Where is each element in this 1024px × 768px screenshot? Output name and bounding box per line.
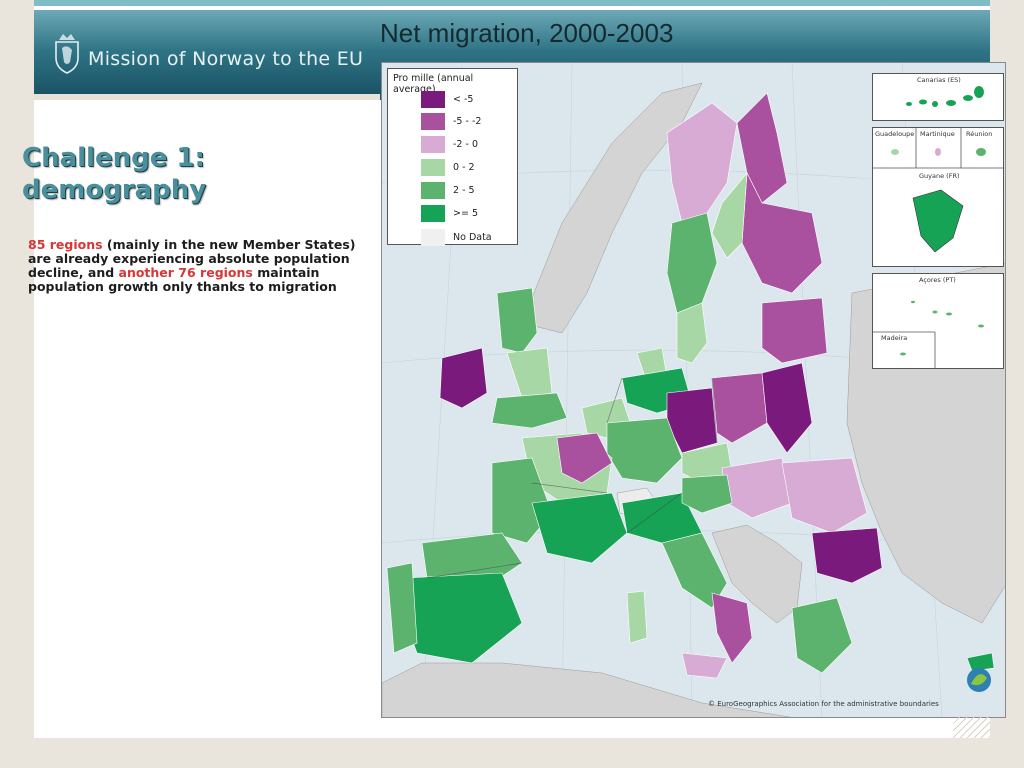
north-africa — [382, 662, 792, 717]
heading-line-2: demography — [22, 175, 207, 205]
mission-brand: Mission of Norway to the EU — [88, 48, 364, 70]
overseas-territories — [873, 128, 1003, 253]
map-title: Net migration, 2000-2003 — [380, 18, 674, 48]
highlight-85-regions: 85 regions — [28, 237, 103, 252]
footer-decoration — [953, 716, 990, 738]
region-spain-north — [421, 532, 523, 584]
map-legend: Pro mille (annual average) < -5 -5 - -2 … — [387, 68, 518, 246]
legend-item: No Data — [421, 229, 492, 246]
region-finland-south — [741, 171, 823, 294]
body-text-part-1: (mainly in the new Member States) are al… — [28, 237, 356, 280]
region-france-south — [531, 492, 628, 564]
region-poland-west — [711, 372, 768, 444]
migration-map: Pro mille (annual average) < -5 -5 - -2 … — [381, 62, 1006, 718]
norway-coat-of-arms-icon — [55, 34, 79, 74]
canarias-islands — [906, 86, 984, 107]
legend-label: 2 - 5 — [453, 185, 475, 196]
body-text-part-2: maintain population growth only thanks t… — [28, 265, 337, 294]
inset-label: Guadeloupe — [875, 130, 915, 138]
region-greece — [791, 597, 853, 674]
heading-line-1: Challenge 1: — [22, 143, 205, 173]
legend-label: 0 - 2 — [453, 162, 475, 173]
legend-swatch — [421, 205, 445, 222]
legend-item: >= 5 — [421, 205, 478, 222]
legend-title: Pro mille (annual average) — [393, 73, 474, 95]
legend-swatch — [421, 182, 445, 199]
legend-swatch — [421, 113, 445, 130]
legend-label: No Data — [453, 232, 492, 243]
region-cyprus — [966, 652, 995, 672]
header-divider — [34, 94, 380, 100]
inset-label: Açores (PT) — [919, 276, 956, 284]
acores-madeira-islands — [873, 300, 984, 368]
region-france-east — [556, 432, 613, 484]
region-baltics — [761, 297, 828, 364]
region-austria-slovenia — [681, 474, 733, 514]
legend-item: 2 - 5 — [421, 182, 475, 199]
top-stripe — [34, 0, 990, 6]
slide-body-text: 85 regions (mainly in the new Member Sta… — [28, 238, 358, 294]
highlight-76-regions: another 76 regions — [118, 265, 253, 280]
region-bulgaria — [811, 527, 883, 584]
region-romania — [781, 457, 868, 534]
legend-swatch — [421, 91, 445, 108]
region-scotland — [496, 287, 538, 354]
inset-acores-madeira: Açores (PT) Madeira — [872, 273, 1004, 369]
region-ireland — [439, 347, 488, 409]
region-sweden-south — [676, 302, 708, 364]
inset-canarias: Canarias (ES) — [872, 73, 1004, 121]
legend-item: 0 - 2 — [421, 159, 475, 176]
region-portugal — [386, 562, 418, 654]
legend-label: -5 - -2 — [453, 116, 482, 127]
legend-item: -2 - 0 — [421, 136, 478, 153]
slide-heading: Challenge 1: demography — [22, 142, 206, 206]
inset-label: Martinique — [920, 130, 955, 138]
map-copyright: © EuroGeographics Association for the ad… — [708, 700, 939, 708]
legend-label: < -5 — [453, 94, 474, 105]
legend-label: -2 - 0 — [453, 139, 478, 150]
inset-label: Madeira — [881, 334, 908, 342]
inset-label: Guyane (FR) — [919, 172, 960, 180]
legend-swatch — [421, 229, 445, 246]
region-finland-west — [711, 172, 748, 259]
region-england-north — [506, 347, 553, 399]
inset-label: Canarias (ES) — [917, 76, 961, 84]
legend-swatch — [421, 136, 445, 153]
legend-label: >= 5 — [453, 208, 478, 219]
inset-overseas: Guadeloupe Martinique Réunion Guyane (FR… — [872, 127, 1004, 267]
region-sicily — [681, 652, 728, 679]
legend-item: -5 - -2 — [421, 113, 481, 130]
legend-swatch — [421, 159, 445, 176]
region-sweden-north — [666, 102, 738, 224]
inset-label: Réunion — [966, 130, 993, 138]
region-poland-east — [761, 362, 813, 454]
region-italy-south — [711, 592, 753, 664]
legend-item: < -5 — [421, 91, 473, 108]
region-england-south — [491, 392, 568, 429]
eurogeographics-logo-icon — [967, 668, 991, 692]
region-sardinia — [626, 590, 648, 644]
